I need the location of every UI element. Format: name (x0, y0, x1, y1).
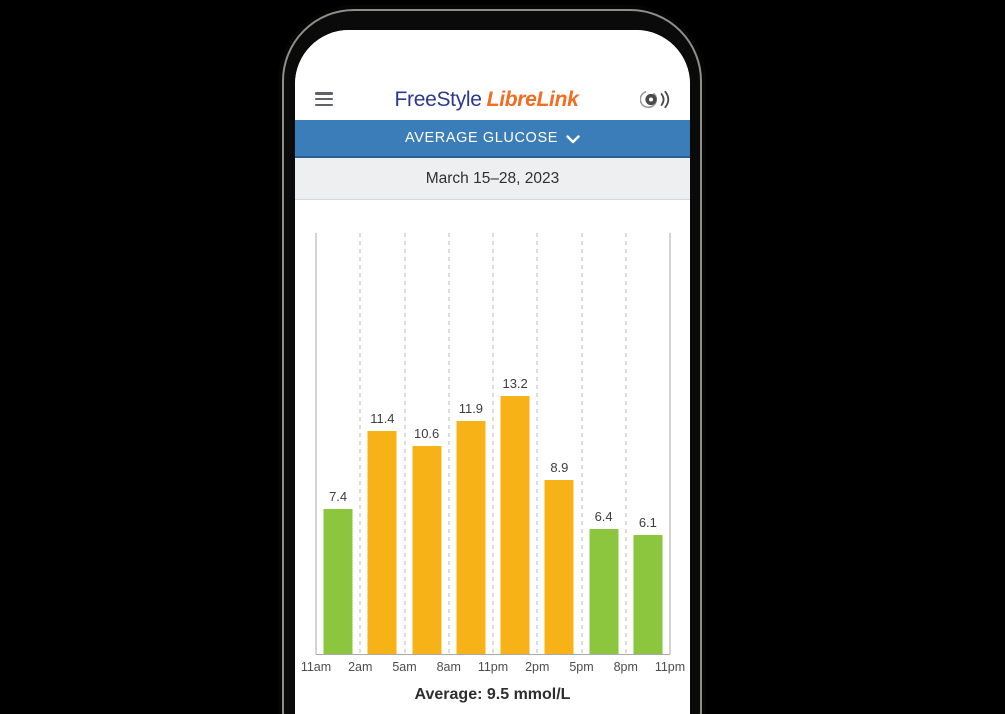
hamburger-menu-icon[interactable] (315, 88, 333, 110)
glucose-bar (412, 446, 442, 654)
bar-value-label: 6.4 (594, 508, 613, 524)
gridline (359, 233, 361, 654)
logo-freestyle-text: FreeStyle (394, 88, 482, 111)
bar-value-label: 8.9 (550, 459, 569, 475)
bar-value-label: 11.9 (458, 400, 484, 416)
bar-group: 6.1 (633, 233, 663, 654)
glucose-bar (589, 528, 619, 654)
chevron-down-icon (566, 134, 580, 143)
phone-frame: FreeStyle LibreLink AVERAGE GLUCOSE (279, 6, 705, 714)
bar-value-label: 10.6 (413, 426, 440, 442)
gridline (536, 233, 538, 654)
date-range-label: March 15–28, 2023 (425, 169, 560, 187)
glucose-bar (367, 430, 397, 654)
date-range-bar: March 15–28, 2023 (295, 158, 690, 200)
metric-dropdown-button[interactable]: AVERAGE GLUCOSE (295, 120, 690, 158)
gridline (581, 233, 582, 654)
gridline (669, 233, 671, 654)
app-header: FreeStyle LibreLink (295, 30, 690, 120)
x-tick-label: 2pm (525, 660, 550, 674)
gridline (492, 233, 494, 654)
phone-screen: FreeStyle LibreLink AVERAGE GLUCOSE (295, 30, 690, 714)
bar-value-label: 13.2 (502, 375, 528, 391)
bar-group: 6.4 (589, 233, 619, 654)
x-tick-label: 8pm (613, 660, 638, 674)
app-logo: FreeStyle LibreLink (395, 88, 579, 112)
x-tick-label: 11am (300, 660, 332, 674)
bar-group: 11.9 (456, 233, 486, 654)
bar-value-label: 11.4 (370, 410, 395, 426)
glucose-bar (323, 509, 353, 654)
logo-librelink-text: LibreLink (486, 88, 579, 111)
gridline (315, 233, 317, 654)
x-tick-label: 2am (348, 660, 373, 674)
x-tick-label: 11pm (477, 660, 509, 674)
glucose-bar-chart: 7.4 11.4 10.6 11.9 13.2 8.9 6.4 6.1 (295, 200, 690, 655)
gridline (625, 233, 627, 654)
glucose-bar (456, 420, 486, 654)
bar-value-label: 7.4 (329, 489, 348, 505)
x-tick-label: 8am (436, 660, 461, 674)
bar-group: 11.4 (367, 233, 397, 654)
bar-group: 8.9 (544, 233, 574, 654)
bar-group: 7.4 (323, 233, 353, 654)
x-axis-tick-row: 11am 2am 5am 8am 11pm 2pm 5pm 8pm 11pm (301, 655, 685, 677)
x-tick-label: 5pm (569, 660, 594, 674)
glucose-bar (500, 395, 530, 654)
x-tick-label: 11pm (654, 660, 686, 674)
sensor-signal-icon (639, 90, 670, 109)
gridline (448, 233, 450, 654)
glucose-bar (633, 534, 663, 654)
bar-group: 10.6 (412, 233, 442, 654)
metric-dropdown-label: AVERAGE GLUCOSE (405, 130, 558, 146)
x-tick-label: 5am (392, 660, 417, 674)
bar-value-label: 6.1 (638, 514, 657, 530)
bar-group: 13.2 (500, 233, 530, 654)
average-glucose-summary: Average: 9.5 mmol/L (414, 686, 571, 703)
gridline (404, 233, 405, 654)
glucose-bar (544, 479, 574, 654)
plot-area: 7.4 11.4 10.6 11.9 13.2 8.9 6.4 6.1 (315, 233, 671, 655)
